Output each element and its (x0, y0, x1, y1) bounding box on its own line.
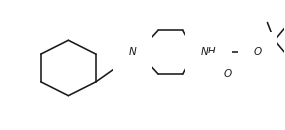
Text: O: O (223, 69, 232, 79)
Text: N: N (128, 47, 136, 57)
Text: O: O (253, 47, 262, 57)
Text: NH: NH (201, 47, 216, 57)
